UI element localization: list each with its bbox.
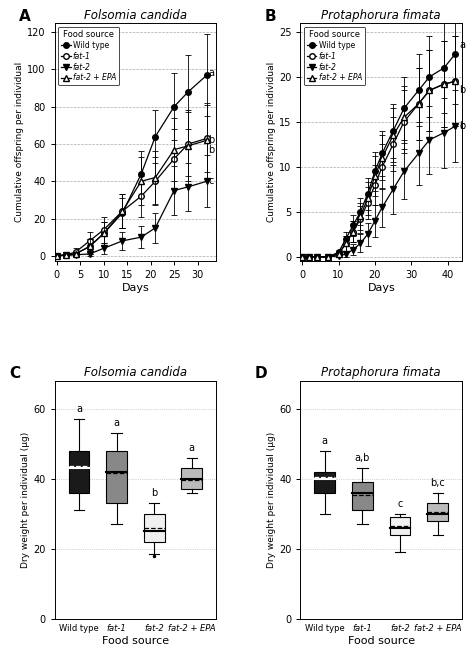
Text: a,b: a,b [355, 453, 370, 463]
Bar [144, 514, 164, 542]
Bar [352, 482, 373, 510]
Y-axis label: Dry weight per individual (µg): Dry weight per individual (µg) [21, 432, 30, 568]
Title: Protaphorura fimata: Protaphorura fimata [321, 366, 441, 379]
Text: D: D [255, 366, 268, 381]
Text: c: c [460, 121, 465, 132]
Bar [106, 451, 127, 503]
Legend: Wild type, fat-1, fat-2, fat-2 + EPA: Wild type, fat-1, fat-2, fat-2 + EPA [58, 27, 119, 86]
X-axis label: Food source: Food source [102, 635, 169, 646]
Text: C: C [9, 366, 20, 381]
Text: a: a [460, 41, 465, 50]
X-axis label: Days: Days [121, 283, 149, 293]
Text: a: a [189, 443, 195, 453]
Text: b: b [460, 121, 466, 132]
Text: a: a [76, 404, 82, 414]
Text: a: a [322, 436, 328, 445]
Legend: Wild type, fat-1, fat-2, fat-2 + EPA: Wild type, fat-1, fat-2, fat-2 + EPA [304, 27, 365, 86]
Title: Folsomia candida: Folsomia candida [84, 366, 187, 379]
Y-axis label: Cumulative offspring per individual: Cumulative offspring per individual [267, 62, 276, 222]
Bar [390, 517, 410, 535]
Text: a: a [114, 418, 119, 428]
Text: b: b [151, 488, 157, 498]
Y-axis label: Cumulative offspring per individual: Cumulative offspring per individual [15, 62, 24, 222]
Bar [428, 503, 448, 521]
Y-axis label: Dry weight per individual (µg): Dry weight per individual (µg) [267, 432, 276, 568]
Text: c: c [208, 176, 214, 186]
Bar [182, 468, 202, 489]
Text: b: b [460, 85, 466, 96]
Text: c: c [397, 498, 403, 509]
X-axis label: Days: Days [367, 283, 395, 293]
Text: b,c: b,c [430, 477, 445, 488]
Title: Protaphorura fimata: Protaphorura fimata [321, 9, 441, 22]
Bar [314, 472, 335, 493]
X-axis label: Food source: Food source [348, 635, 415, 646]
Title: Folsomia candida: Folsomia candida [84, 9, 187, 22]
Text: b: b [208, 145, 215, 155]
Text: a: a [208, 68, 214, 78]
Bar [69, 451, 89, 493]
Text: b: b [208, 136, 215, 145]
Text: A: A [19, 9, 31, 24]
Text: B: B [265, 9, 276, 24]
